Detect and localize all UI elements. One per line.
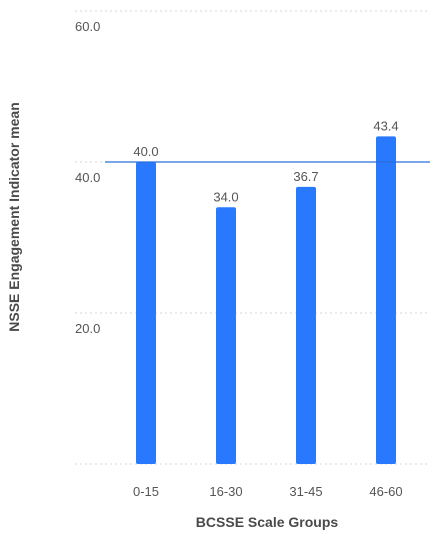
bar-31-45	[296, 186, 316, 465]
value-labels: 40.0 34.0 36.7 43.4	[133, 118, 398, 204]
value-label-46-60: 43.4	[373, 118, 398, 133]
value-label-31-45: 36.7	[293, 169, 318, 184]
y-axis-title: NSSE Engagement Indicator mean	[6, 102, 22, 332]
x-axis-title: BCSSE Scale Groups	[196, 514, 339, 530]
value-label-16-30: 34.0	[213, 189, 238, 204]
x-tick-label-46-60: 46-60	[369, 484, 402, 499]
value-label-0-15: 40.0	[133, 144, 158, 159]
bar-16-30	[216, 207, 236, 465]
x-axis-ticks: 0-15 16-30 31-45 46-60	[133, 484, 403, 499]
y-tick-label: 40.0	[75, 170, 100, 185]
bars	[136, 136, 396, 465]
y-axis-ticks: 20.0 40.0 60.0	[75, 19, 100, 336]
y-tick-label: 60.0	[75, 19, 100, 34]
bar-0-15	[136, 162, 156, 464]
x-tick-label-16-30: 16-30	[209, 484, 242, 499]
x-tick-label-0-15: 0-15	[133, 484, 159, 499]
y-tick-label: 20.0	[75, 321, 100, 336]
x-tick-label-31-45: 31-45	[289, 484, 322, 499]
bar-46-60	[376, 136, 396, 464]
